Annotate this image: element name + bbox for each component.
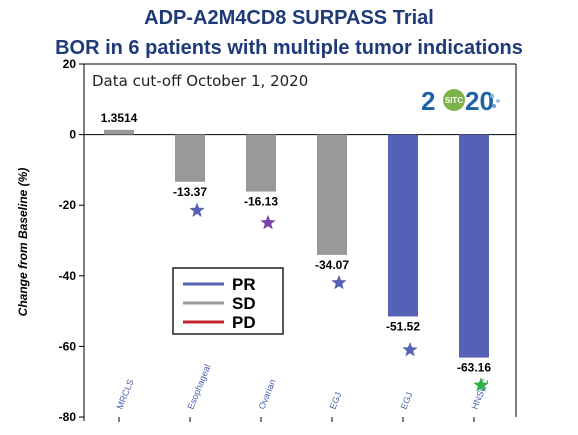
bar xyxy=(459,134,489,358)
x-category-label: MRCLS xyxy=(115,378,136,411)
chart-title-line-2: BOR in 6 patients with multiple tumor in… xyxy=(55,37,523,59)
legend-label-pr: PR xyxy=(232,275,256,294)
star-icon xyxy=(331,274,347,290)
bar xyxy=(104,129,134,135)
legend-box xyxy=(172,267,284,335)
y-tick-label: -80 xyxy=(59,410,77,424)
logo-digits-20: 20 xyxy=(465,86,494,116)
legend-label-sd: SD xyxy=(232,294,256,313)
x-category-label: EGJ xyxy=(399,391,415,411)
data-label: 1.3514 xyxy=(101,111,138,125)
data-labels-group: 1.3514 -13.37 -16.13 -34.07 -51.52 -63.16 xyxy=(101,111,492,375)
data-label: -13.37 xyxy=(173,185,207,199)
y-axis: 20 0 -20 -40 -60 -80 xyxy=(59,57,84,424)
data-label: -34.07 xyxy=(315,258,349,272)
x-category-label: EGJ xyxy=(328,391,344,411)
sitc-2020-logo: 2 SITC 20 xyxy=(421,86,500,116)
y-tick-label: 20 xyxy=(63,57,77,71)
logo-digit-2: 2 xyxy=(421,86,435,116)
bar xyxy=(246,134,276,192)
x-axis: MRCLS Esophageal Ovarian EGJ EGJ HNSCC xyxy=(84,134,516,422)
data-label: -16.13 xyxy=(244,195,278,209)
bar xyxy=(388,134,418,317)
data-label: -63.16 xyxy=(457,361,491,375)
y-tick-label: -60 xyxy=(59,339,77,353)
stars-group xyxy=(189,202,489,392)
legend-label-pd: PD xyxy=(232,313,256,332)
star-icon xyxy=(260,214,276,230)
data-label: -51.52 xyxy=(386,319,420,333)
star-icon xyxy=(402,341,418,357)
chart-title-line-1: ADP-A2M4CD8 SURPASS Trial xyxy=(144,7,434,29)
bars-group xyxy=(104,129,489,358)
legend: PR SD PD xyxy=(172,267,284,335)
bar xyxy=(175,134,205,182)
x-category-label: Ovarian xyxy=(257,378,278,411)
y-tick-label: -20 xyxy=(59,198,77,212)
logo-dot-icon xyxy=(490,94,494,98)
x-category-label: Esophageal xyxy=(186,363,213,411)
logo-globe-icon xyxy=(443,89,465,111)
logo-dot-icon xyxy=(496,99,500,103)
logo-sitc-text: SITC xyxy=(445,96,463,105)
bar xyxy=(317,134,347,255)
star-icon xyxy=(473,377,489,392)
y-tick-label: -40 xyxy=(59,269,77,283)
y-tick-label: 0 xyxy=(69,128,76,142)
star-icon xyxy=(189,202,205,217)
y-axis-label: Change from Baseline (%) xyxy=(16,168,30,317)
data-cutoff-annotation: Data cut-off October 1, 2020 xyxy=(92,72,308,90)
logo-dot-icon xyxy=(492,104,496,108)
